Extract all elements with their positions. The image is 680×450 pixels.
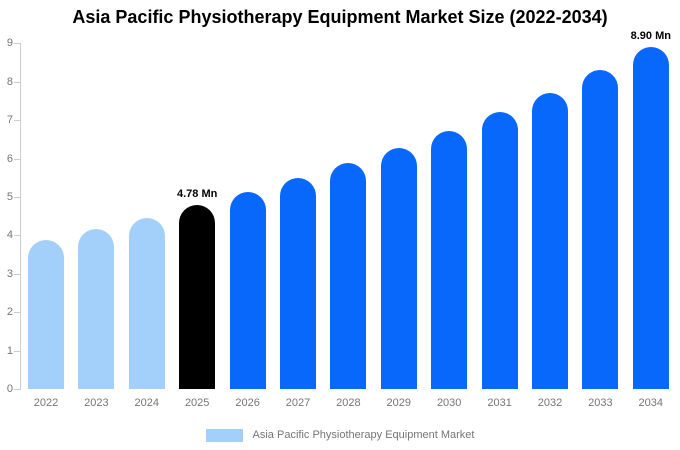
bar-2029 — [380, 147, 417, 389]
bar-2033 — [582, 70, 619, 389]
x-axis-tick-label-2023: 2023 — [84, 397, 109, 409]
y-axis-tick-label: 1 — [6, 344, 13, 357]
bar-2023 — [78, 228, 115, 389]
bar-2028 — [330, 163, 367, 389]
x-axis-tick-label-2032: 2032 — [537, 397, 563, 409]
y-axis-tick-label: 3 — [6, 267, 13, 280]
bar-2026 — [229, 192, 266, 389]
bar-2034 — [632, 47, 669, 389]
y-axis-tick — [14, 120, 20, 122]
y-axis-tick — [14, 312, 20, 314]
y-axis-tick-label: 4 — [6, 229, 13, 242]
y-axis-tick — [14, 350, 20, 352]
x-axis-tick-label-2027: 2027 — [285, 397, 311, 409]
y-axis-tick-label: 6 — [6, 152, 13, 165]
bar-2031 — [481, 112, 518, 389]
legend-label: Asia Pacific Physiotherapy Equipment Mar… — [252, 429, 475, 441]
y-axis-tick — [14, 158, 20, 160]
x-axis-tick-label-2030: 2030 — [436, 397, 462, 409]
x-axis-tick-label-2029: 2029 — [386, 397, 412, 409]
y-axis-tick-label: 5 — [6, 191, 13, 203]
bar-value-label-2025: 4.78 Mn — [177, 188, 218, 201]
legend-swatch — [205, 429, 243, 442]
chart-title: Asia Pacific Physiotherapy Equipment Mar… — [72, 7, 608, 27]
y-axis-tick-label: 8 — [6, 75, 13, 88]
y-axis-tick — [14, 197, 20, 198]
x-axis-tick-label-2028: 2028 — [336, 397, 361, 409]
y-axis-tick-label: 0 — [6, 383, 13, 395]
x-axis-tick-label-2022: 2022 — [33, 397, 59, 409]
y-axis-tick-label: 7 — [6, 114, 13, 127]
x-axis-tick-label-2025: 2025 — [184, 397, 210, 409]
legend: Asia Pacific Physiotherapy Equipment Mar… — [0, 429, 680, 442]
bar-2027 — [280, 178, 316, 389]
bar-2025 — [179, 205, 216, 389]
y-axis-tick — [14, 81, 20, 83]
x-axis-tick-label-2026: 2026 — [235, 397, 260, 409]
y-axis-line — [20, 43, 21, 390]
y-axis-tick — [14, 273, 20, 275]
bar-2024 — [128, 217, 165, 389]
x-axis-tick-label-2031: 2031 — [487, 397, 512, 409]
x-axis-tick-label-2034: 2034 — [638, 397, 664, 409]
x-axis-tick-label-2033: 2033 — [588, 397, 613, 409]
bar-value-label-2034: 8.90 Mn — [630, 30, 671, 43]
y-axis-tick-label: 9 — [6, 37, 13, 50]
x-axis-tick-label-2024: 2024 — [134, 397, 160, 409]
bar-2030 — [431, 130, 468, 389]
y-axis-tick — [14, 389, 20, 390]
y-axis-tick — [14, 43, 20, 45]
y-axis-tick — [14, 235, 20, 237]
bar-2022 — [28, 240, 64, 389]
y-axis-tick-label: 2 — [6, 306, 13, 319]
bar-2032 — [532, 93, 568, 389]
